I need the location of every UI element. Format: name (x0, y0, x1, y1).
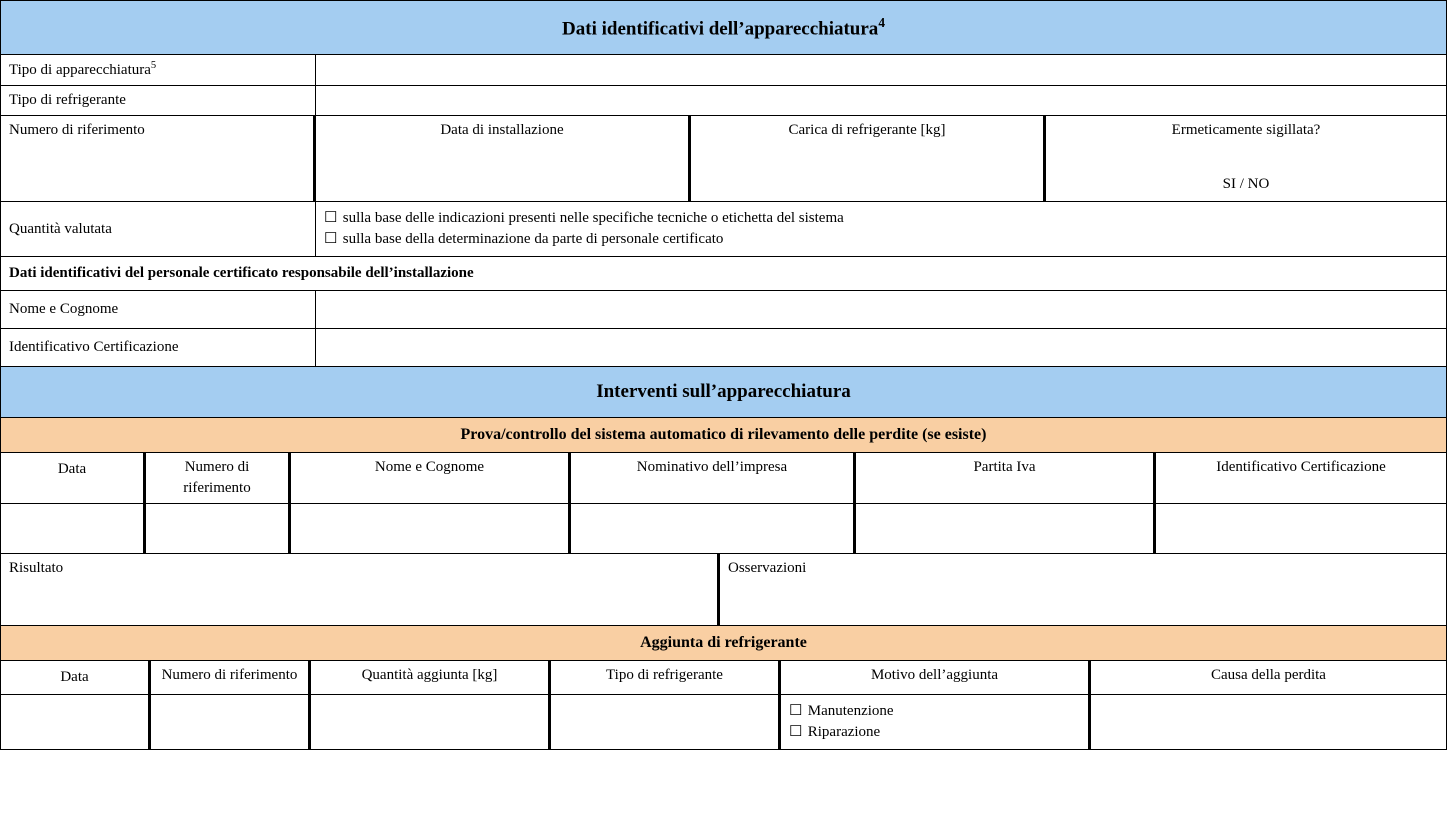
row-quantita: Quantità valutata ☐ sulla base delle ind… (1, 202, 1446, 257)
aggiunta-cell-numero[interactable] (151, 695, 311, 749)
label-cert: Identificativo Certificazione (1, 329, 316, 366)
section2-title: Interventi sull’apparecchiatura (1, 367, 1446, 418)
quantita-opt2[interactable]: ☐ sulla base della determinazione da par… (324, 229, 1438, 250)
label-carica-refrigerante: Carica di refrigerante [kg] (691, 116, 1046, 201)
personnel-title: Dati identificativi del personale certif… (1, 257, 1446, 291)
value-tipo-apparecchiatura[interactable] (316, 55, 1446, 85)
value-cert[interactable] (316, 329, 1446, 366)
aggiunta-cell-data[interactable] (1, 695, 151, 749)
prova-cell-data[interactable] (1, 504, 146, 553)
aggiunta-cell-tipo[interactable] (551, 695, 781, 749)
prova-col-impresa: Nominativo dell’impresa (571, 453, 856, 503)
aggiunta-col-data: Data (1, 661, 151, 694)
aggiunta-columns: Data Numero di riferimento Quantità aggi… (1, 661, 1446, 695)
aggiunta-cell-quantita[interactable] (311, 695, 551, 749)
form-page: Dati identificativi dell’apparecchiatura… (0, 0, 1447, 750)
checkbox-icon: ☐ (789, 722, 804, 743)
prova-columns: Data Numero di riferimento Nome e Cognom… (1, 453, 1446, 504)
label-tipo-refrigerante: Tipo di refrigerante (1, 86, 316, 115)
aggiunta-cell-motivo: ☐ Manutenzione ☐ Riparazione (781, 695, 1091, 749)
prova-cell-cert[interactable] (1156, 504, 1446, 553)
label-ermeticamente-q: Ermeticamente sigillata? (1054, 120, 1438, 141)
quantita-opt2-text: sulla base della determinazione da parte… (343, 231, 724, 247)
prova-col-nome: Nome e Cognome (291, 453, 571, 503)
value-quantita: ☐ sulla base delle indicazioni presenti … (316, 202, 1446, 256)
label-numero-riferimento: Numero di riferimento (1, 116, 316, 201)
row-risultato: Risultato Osservazioni (1, 554, 1446, 626)
aggiunta-col-motivo: Motivo dell’aggiunta (781, 661, 1091, 694)
row-tipo-apparecchiatura: Tipo di apparecchiatura5 (1, 55, 1446, 86)
prova-title: Prova/controllo del sistema automatico d… (1, 418, 1446, 453)
section1-title-text: Dati identificativi dell’apparecchiatura (562, 18, 878, 39)
aggiunta-col-numero: Numero di riferimento (151, 661, 311, 694)
label-risultato: Risultato (1, 554, 720, 625)
row-tipo-refrigerante: Tipo di refrigerante (1, 86, 1446, 116)
motivo-opt2-text: Riparazione (808, 724, 880, 740)
checkbox-icon: ☐ (789, 701, 804, 722)
motivo-opt1[interactable]: ☐ Manutenzione (789, 701, 1080, 722)
label-quantita: Quantità valutata (1, 202, 316, 256)
label-ermeticamente: Ermeticamente sigillata? SI / NO (1046, 116, 1446, 201)
value-nome[interactable] (316, 291, 1446, 328)
prova-col-cert: Identificativo Certificazione (1156, 453, 1446, 503)
row-reference: Numero di riferimento Data di installazi… (1, 116, 1446, 202)
value-tipo-refrigerante[interactable] (316, 86, 1446, 115)
label-nome: Nome e Cognome (1, 291, 316, 328)
aggiunta-col-quantita: Quantità aggiunta [kg] (311, 661, 551, 694)
checkbox-icon: ☐ (324, 208, 339, 229)
motivo-opt2[interactable]: ☐ Riparazione (789, 722, 1080, 743)
label-osservazioni: Osservazioni (720, 554, 1446, 625)
aggiunta-col-tipo: Tipo di refrigerante (551, 661, 781, 694)
label-ermeticamente-a: SI / NO (1054, 174, 1438, 195)
prova-data-row (1, 504, 1446, 554)
label-tipo-apparecchiatura-sup: 5 (151, 60, 156, 71)
label-tipo-apparecchiatura: Tipo di apparecchiatura5 (1, 55, 316, 85)
prova-cell-impresa[interactable] (571, 504, 856, 553)
section1-title-sup: 4 (878, 15, 885, 30)
row-nome: Nome e Cognome (1, 291, 1446, 329)
prova-col-numero: Numero di riferimento (146, 453, 291, 503)
aggiunta-col-causa: Causa della perdita (1091, 661, 1446, 694)
label-tipo-apparecchiatura-text: Tipo di apparecchiatura (9, 62, 151, 78)
aggiunta-data-row: ☐ Manutenzione ☐ Riparazione (1, 695, 1446, 749)
checkbox-icon: ☐ (324, 229, 339, 250)
prova-col-piva: Partita Iva (856, 453, 1156, 503)
aggiunta-title: Aggiunta di refrigerante (1, 626, 1446, 661)
prova-col-data: Data (1, 453, 146, 503)
quantita-opt1-text: sulla base delle indicazioni presenti ne… (343, 210, 844, 226)
row-cert: Identificativo Certificazione (1, 329, 1446, 367)
section1-title: Dati identificativi dell’apparecchiatura… (1, 1, 1446, 55)
prova-cell-nome[interactable] (291, 504, 571, 553)
prova-cell-numero[interactable] (146, 504, 291, 553)
label-data-installazione: Data di installazione (316, 116, 691, 201)
prova-cell-piva[interactable] (856, 504, 1156, 553)
quantita-opt1[interactable]: ☐ sulla base delle indicazioni presenti … (324, 208, 1438, 229)
aggiunta-cell-causa[interactable] (1091, 695, 1446, 749)
motivo-opt1-text: Manutenzione (808, 703, 894, 719)
